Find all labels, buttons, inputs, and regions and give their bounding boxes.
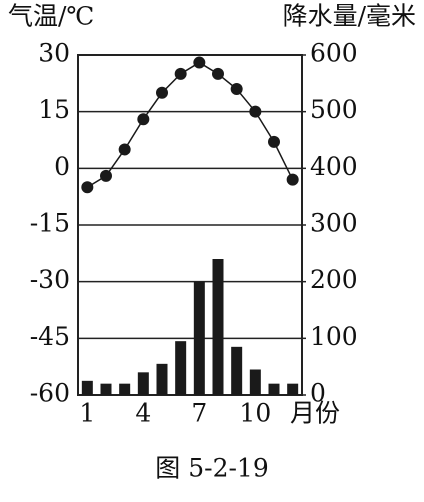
x-tick-label: 4	[135, 399, 151, 428]
temperature-point	[137, 113, 150, 126]
temperature-point	[193, 56, 206, 69]
y-tick-label: 0	[54, 152, 70, 181]
bar	[175, 341, 187, 395]
temperature-point	[100, 169, 112, 182]
temperature-point	[249, 105, 262, 118]
x-tick-label: 1	[79, 399, 95, 428]
x-axis-title: 月份	[290, 399, 340, 428]
temperature-point	[286, 173, 299, 186]
bar	[100, 383, 112, 395]
bar	[231, 346, 243, 395]
bar	[212, 259, 224, 395]
bar	[156, 363, 168, 395]
y2-tick-label: 100	[310, 322, 358, 351]
temperature-point	[212, 67, 224, 80]
y2-tick-label: 400	[310, 152, 358, 181]
y2-tick-label: 600	[310, 39, 358, 68]
bar	[287, 383, 299, 395]
y-tick-label: -60	[30, 379, 70, 408]
y2-tick-label: 300	[310, 209, 358, 238]
y-tick-label: 15	[38, 95, 70, 124]
temperature-point	[174, 67, 187, 80]
x-tick-label: 10	[239, 399, 271, 428]
temperature-point	[156, 86, 168, 99]
bar	[81, 380, 93, 395]
y-tick-label: -15	[30, 209, 70, 238]
x-tick-label: 7	[191, 399, 207, 428]
bar	[249, 369, 261, 395]
bar	[193, 281, 205, 395]
y2-axis-title: 降水量/毫米	[283, 2, 416, 31]
y2-tick-label: 0	[310, 379, 326, 408]
y2-tick-label: 500	[310, 95, 358, 124]
temperature-point	[118, 143, 131, 156]
bar	[268, 383, 280, 395]
y2-tick-label: 200	[310, 265, 358, 294]
temperature-point	[268, 135, 280, 148]
y-axis-title: 气温/℃	[8, 2, 94, 31]
bar	[119, 383, 131, 395]
y-tick-label: -30	[30, 265, 70, 294]
temperature-point	[230, 83, 243, 95]
bar	[137, 372, 149, 395]
temperature-point	[81, 181, 94, 194]
y-tick-label: -45	[30, 322, 70, 351]
y-tick-label: 30	[38, 39, 70, 68]
caption: 图 5-2-19	[155, 454, 268, 483]
